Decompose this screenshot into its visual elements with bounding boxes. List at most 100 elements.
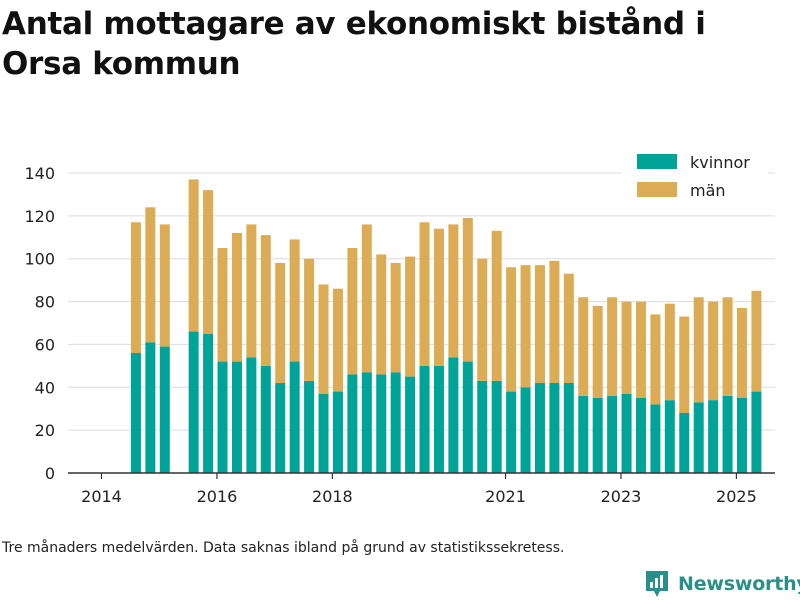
bar-kvinnor — [130, 353, 141, 473]
bar-man — [159, 224, 170, 347]
bar-kvinnor — [722, 395, 733, 473]
bar-kvinnor — [607, 395, 618, 473]
bar-kvinnor — [635, 398, 646, 473]
bar-kvinnor — [477, 380, 488, 473]
bar-man — [390, 263, 401, 373]
bar-kvinnor — [679, 413, 690, 473]
bar-man — [693, 297, 704, 403]
bar-man — [433, 228, 444, 366]
bar-kvinnor — [462, 361, 473, 473]
bar-kvinnor — [491, 380, 502, 473]
legend-swatch-kvinnor — [637, 154, 677, 169]
bar-kvinnor — [390, 372, 401, 473]
y-tick-label: 0 — [45, 464, 55, 483]
bar-kvinnor — [563, 383, 574, 473]
bar-kvinnor — [260, 365, 271, 473]
bar-kvinnor — [376, 374, 387, 473]
chart-title: Antal mottagare av ekonomiskt bistånd i … — [2, 6, 706, 82]
bar-man — [650, 314, 661, 405]
bar-man — [679, 316, 690, 413]
bar-kvinnor — [448, 357, 459, 473]
bar-man — [664, 303, 675, 401]
bar-kvinnor — [708, 400, 719, 473]
bar-man — [563, 273, 574, 383]
bar-man — [549, 260, 560, 383]
bar-man — [722, 297, 733, 396]
bar-man — [477, 258, 488, 381]
bar-kvinnor — [736, 398, 747, 473]
bar-man — [217, 248, 228, 362]
legend-swatch-man — [637, 182, 677, 197]
bar-kvinnor — [246, 357, 257, 473]
bar-man — [289, 239, 300, 362]
bar-man — [304, 258, 315, 381]
bar-kvinnor — [433, 365, 444, 473]
bar-man — [419, 222, 430, 366]
bar-man — [145, 207, 156, 343]
bar-man — [592, 305, 603, 398]
x-tick-label: 2025 — [716, 487, 757, 506]
bar-man — [708, 301, 719, 401]
bar-kvinnor — [650, 404, 661, 473]
bar-kvinnor — [578, 395, 589, 473]
bar-kvinnor — [145, 342, 156, 473]
bar-kvinnor — [347, 374, 358, 473]
bar-man — [635, 301, 646, 398]
bar-kvinnor — [419, 365, 430, 473]
x-tick-label: 2014 — [81, 487, 122, 506]
bar-kvinnor — [664, 400, 675, 473]
bar-man — [361, 224, 372, 373]
y-axis-tick-labels: 0 20 40 60 80 100 120 140 — [24, 164, 55, 483]
bar-kvinnor — [318, 393, 329, 473]
bar-man — [578, 297, 589, 396]
x-tick-label: 2016 — [197, 487, 238, 506]
bar-kvinnor — [304, 380, 315, 473]
bar-man — [607, 297, 618, 396]
bar-man — [520, 265, 531, 388]
bar-man — [188, 179, 199, 332]
y-tick-label: 120 — [24, 207, 55, 226]
bar-kvinnor — [332, 391, 343, 473]
legend: kvinnor män — [622, 145, 768, 205]
y-tick-label: 140 — [24, 164, 55, 183]
bar-man — [231, 233, 242, 362]
x-tick-label: 2018 — [312, 487, 353, 506]
bar-man — [491, 230, 502, 381]
bar-kvinnor — [506, 391, 517, 473]
x-tick-label: 2021 — [485, 487, 526, 506]
y-tick-label: 40 — [35, 378, 55, 397]
bar-kvinnor — [159, 346, 170, 473]
bar-man — [130, 222, 141, 353]
bar-kvinnor — [621, 393, 632, 473]
bar-kvinnor — [549, 383, 560, 473]
bar-man — [448, 224, 459, 358]
brand-name: Newsworthy — [678, 573, 800, 595]
bar-kvinnor — [289, 361, 300, 473]
bar-kvinnor — [188, 331, 199, 473]
bar-kvinnor — [592, 398, 603, 473]
bar-man — [751, 290, 762, 392]
x-tick-label: 2023 — [601, 487, 642, 506]
bar-kvinnor — [693, 402, 704, 473]
bar-man — [332, 288, 343, 392]
y-tick-label: 20 — [35, 421, 55, 440]
bar-man — [534, 265, 545, 383]
bar-kvinnor — [534, 383, 545, 473]
y-tick-label: 60 — [35, 335, 55, 354]
bar-kvinnor — [361, 372, 372, 473]
bar-kvinnor — [203, 333, 214, 473]
bar-man — [621, 301, 632, 394]
y-tick-label: 100 — [24, 250, 55, 269]
bar-man — [506, 267, 517, 392]
bar-series — [130, 179, 762, 473]
bar-man — [275, 263, 286, 383]
footnote: Tre månaders medelvärden. Data saknas ib… — [2, 540, 565, 556]
bar-kvinnor — [231, 361, 242, 473]
bar-kvinnor — [275, 383, 286, 473]
bar-man — [246, 224, 257, 358]
bar-man — [462, 218, 473, 362]
bar-kvinnor — [405, 376, 416, 473]
bar-man — [376, 254, 387, 375]
bar-man — [318, 284, 329, 394]
